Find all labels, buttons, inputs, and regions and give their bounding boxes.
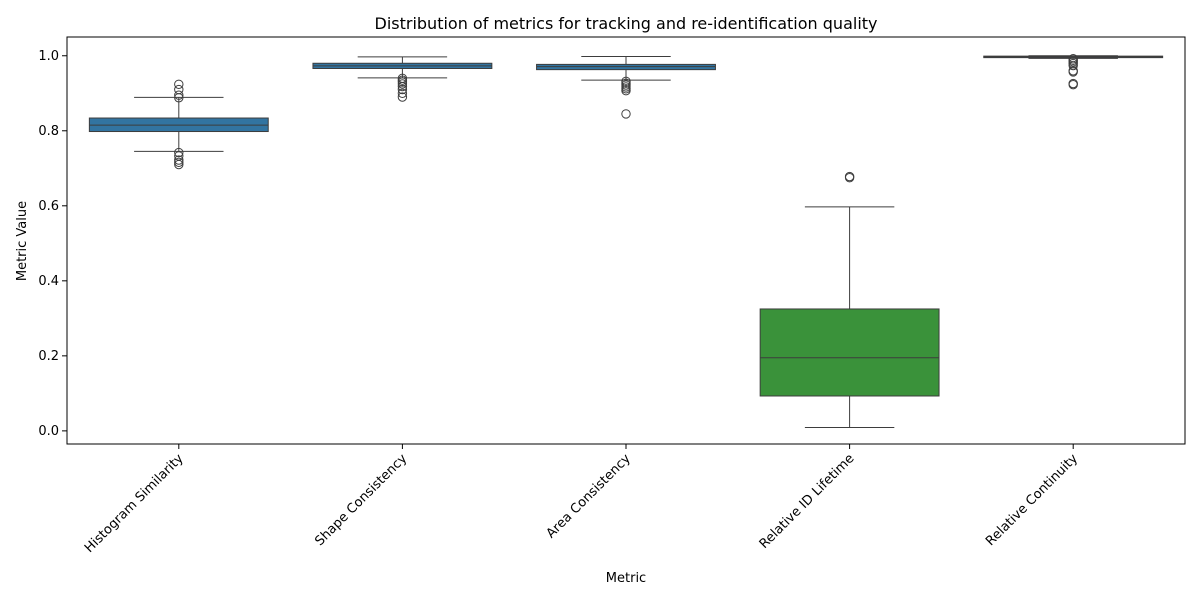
outlier-point <box>621 85 631 96</box>
x-tick-label: Area Consistency <box>544 451 634 541</box>
y-tick-label: 0.0 <box>38 424 59 439</box>
outlier-point <box>621 109 631 119</box>
outlier-point <box>174 79 184 89</box>
box-group <box>536 56 716 119</box>
outlier-point <box>397 92 408 102</box>
y-tick-label: 0.4 <box>38 274 59 289</box>
outlier-point <box>174 155 184 165</box>
plot-area-frame <box>66 36 1186 445</box>
box-group <box>983 54 1164 90</box>
y-tick-label: 1.0 <box>38 49 59 64</box>
outlier-point <box>1068 79 1078 90</box>
x-tick-label: Relative ID Lifetime <box>757 451 858 552</box>
outlier-point <box>174 90 184 100</box>
y-tick-label: 0.8 <box>38 124 59 139</box>
outlier-point <box>397 88 408 98</box>
x-tick-label: Relative Continuity <box>983 451 1081 549</box>
y-tick-label: 0.6 <box>38 199 59 214</box>
box-group <box>88 79 269 170</box>
outlier-point <box>174 157 184 167</box>
outlier-point <box>174 159 184 170</box>
box-iqr <box>759 308 940 397</box>
y-axis-label: Metric Value <box>15 201 30 281</box>
y-tick-label: 0.2 <box>38 349 59 364</box>
outlier-point <box>1068 60 1078 71</box>
outlier-point <box>174 93 184 103</box>
outlier-point <box>397 84 408 95</box>
outlier-point <box>174 147 184 158</box>
box-group <box>759 171 940 428</box>
chart-title: Distribution of metrics for tracking and… <box>375 14 878 33</box>
outlier-point <box>397 81 408 92</box>
x-axis-label: Metric <box>606 571 646 586</box>
outlier-point <box>1068 67 1078 77</box>
x-tick-label: Histogram Similarity <box>82 451 187 556</box>
x-tick-label: Shape Consistency <box>312 451 410 549</box>
box-group <box>312 56 493 102</box>
outlier-point <box>844 172 855 183</box>
outlier-point <box>397 79 408 89</box>
